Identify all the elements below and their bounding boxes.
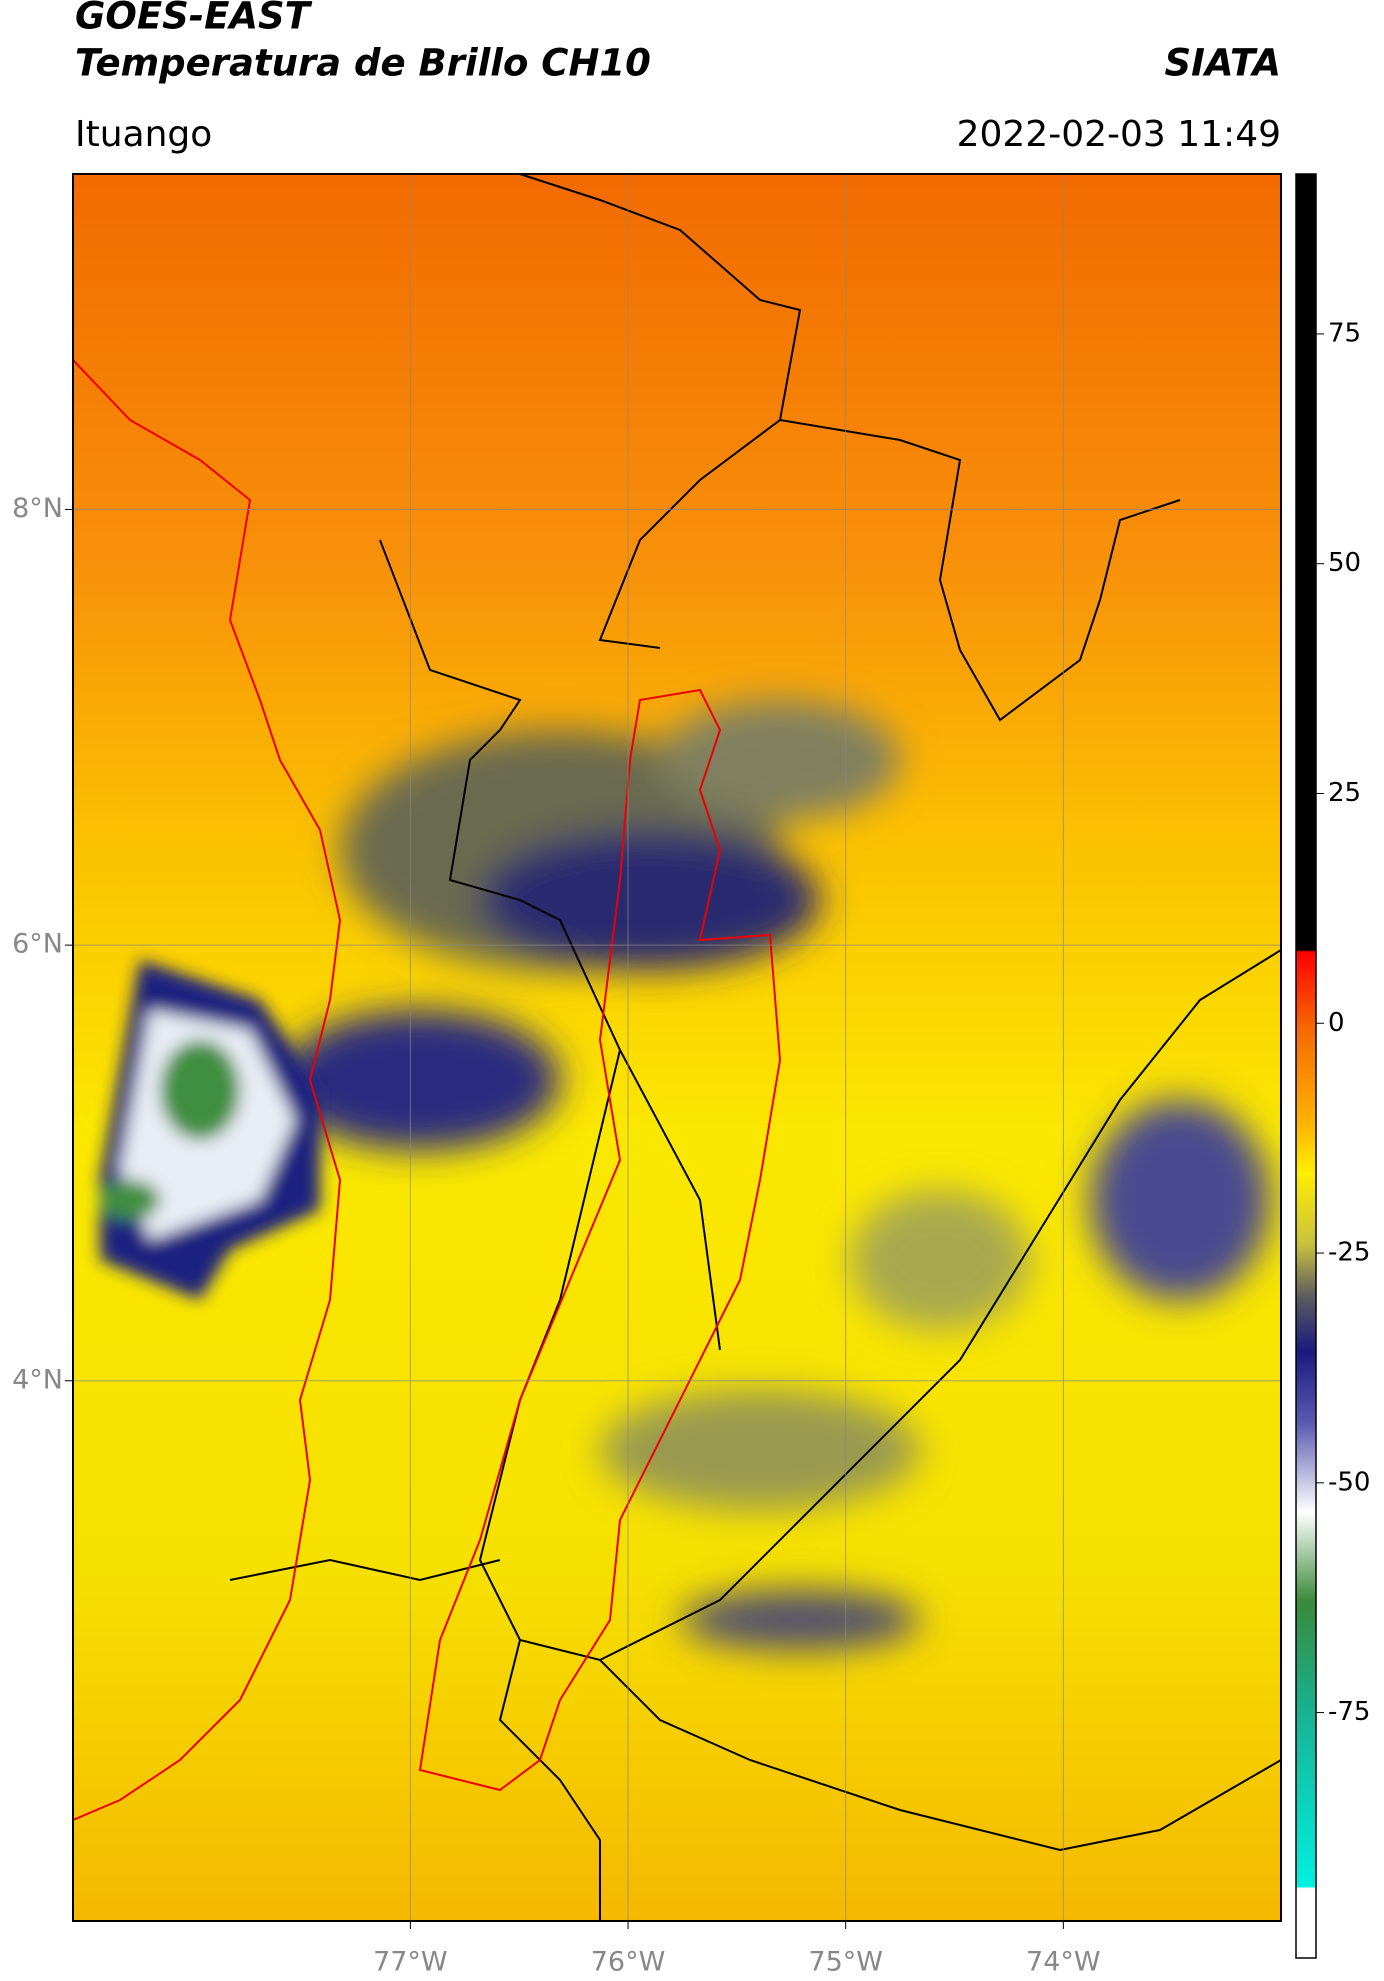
colorbar-tick-label: 0 [1328,1008,1345,1038]
colorbar-tick-label: 50 [1328,548,1361,578]
border [779,419,1181,722]
x-tick-label: 74°W [1026,1947,1101,1978]
coastline [73,359,342,1821]
border [599,1659,1281,1852]
colorbar-tick-label: -50 [1328,1467,1370,1497]
border [379,539,721,1351]
title: GOES-EAST [75,0,313,38]
y-tick-label: 8°N [12,493,63,524]
colorbar-tick-label: -25 [1328,1238,1370,1268]
colorbar-tick-label: 25 [1328,778,1361,808]
map [73,174,1281,1921]
border [229,1558,601,1921]
department-border [418,688,782,1792]
x-tick-label: 77°W [373,1947,448,1978]
subtitle: Temperatura de Brillo CH10 [75,42,651,85]
convective-core [100,960,320,1300]
colorbar-tick-label: -75 [1328,1697,1370,1727]
y-tick-label: 4°N [12,1364,63,1395]
colorbar-tick-label: 75 [1328,318,1361,348]
x-tick-label: 75°W [808,1947,883,1978]
map-frame [72,173,1282,1922]
x-tick-label: 76°W [591,1947,666,1978]
colorbar [1295,173,1317,1959]
border [519,174,802,649]
timestamp: 2022-02-03 11:49 [957,114,1281,155]
y-tick-label: 6°N [12,929,63,960]
source: SIATA [1164,42,1281,85]
location: Ituango [75,114,212,155]
